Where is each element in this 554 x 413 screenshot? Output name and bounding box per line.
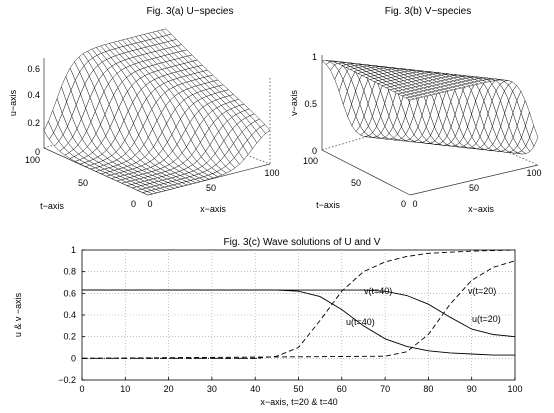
y-tick-label: 1 — [71, 245, 76, 255]
panel-b-zlabel: v−axis — [289, 90, 299, 116]
panel-a-xtick-0: 0 — [147, 199, 152, 209]
panel-b-ttick-1: 50 — [351, 178, 361, 188]
panel-a-ttick-1: 50 — [78, 178, 88, 188]
x-tick-label: 30 — [207, 384, 217, 394]
series-line-u-t-20- — [82, 289, 516, 338]
series-line-v-t-40- — [82, 249, 516, 359]
x-tick-label: 100 — [507, 384, 522, 394]
y-tick-label: 0.6 — [63, 288, 76, 298]
panel-b-xlabel: x−axis — [468, 204, 494, 214]
panel-b-xtick-2: 100 — [526, 168, 541, 178]
panel-a-ttick-0: 100 — [25, 155, 40, 165]
panel-a-zlabel: u−axis — [8, 89, 18, 116]
panel-c-ylabel: u & v −axis — [13, 292, 23, 337]
panel-b-ztick-0: 0 — [312, 146, 317, 156]
panel-a-ztick-0: 0 — [35, 147, 40, 157]
y-tick-label: 0 — [71, 353, 76, 363]
panel-a-ylabel: t−axis — [40, 201, 64, 211]
panel-b-title: Fig. 3(b) V−species — [385, 6, 471, 17]
panel-a-ztick-1: 0.2 — [27, 118, 40, 128]
panel-b: Fig. 3(b) V−species 0 0.5 1 v−axis 100 5… — [289, 6, 542, 214]
panel-a-ztick-3: 0.6 — [27, 64, 40, 74]
y-tick-label: 0.2 — [63, 332, 76, 342]
panel-a-xlabel: x−axis — [200, 204, 226, 214]
y-tick-label: 0.4 — [63, 310, 76, 320]
panel-b-ylabel: t−axis — [316, 200, 340, 210]
x-tick-label: 80 — [423, 384, 433, 394]
mesh-cell — [260, 124, 271, 134]
panel-a-xtick-1: 50 — [206, 183, 216, 193]
panel-a: Fig. 3(a) U−species 0 0.2 0.4 0.6 u−axis… — [8, 6, 280, 214]
x-tick-label: 0 — [79, 384, 84, 394]
panel-b-xtick-1: 50 — [469, 183, 479, 193]
panel-c: Fig. 3(c) Wave solutions of U and V 0 10 2… — [13, 237, 523, 407]
annotation-v-t20: v(t=20) — [468, 286, 496, 296]
panel-b-x-axis-line — [409, 164, 539, 196]
x-tick-label: 40 — [250, 384, 260, 394]
panel-b-surface — [321, 60, 539, 155]
y-tick-label: −0.2 — [58, 375, 76, 385]
panel-b-xtick-0: 0 — [412, 199, 417, 209]
x-tick-label: 10 — [120, 384, 130, 394]
x-tick-label: 70 — [380, 384, 390, 394]
annotation-v-t40: v(t=40) — [364, 286, 392, 296]
y-tick-label: 0.8 — [63, 267, 76, 277]
panel-b-ztick-1: 0.5 — [304, 99, 317, 109]
panel-a-xtick-2: 100 — [264, 168, 279, 178]
panel-c-title: Fig. 3(c) Wave solutions of U and V — [224, 237, 381, 248]
series-line-v-t-20- — [81, 260, 516, 359]
panel-c-ticks: 0 10 20 30 40 50 60 70 80 90 100−0.200.20.40.60.81 — [58, 245, 522, 394]
annotation-u-t20: u(t=20) — [472, 314, 501, 324]
panel-a-ttick-2: 0 — [131, 199, 136, 209]
x-tick-label: 20 — [164, 384, 174, 394]
annotation-u-t40: u(t=40) — [346, 317, 375, 327]
panel-b-ttick-0: 100 — [303, 156, 318, 166]
x-tick-label: 60 — [337, 384, 347, 394]
panel-a-ztick-2: 0.4 — [27, 90, 40, 100]
panel-b-ztick-2: 1 — [312, 52, 317, 62]
panel-c-xlabel: x−axis, t=20 & t=40 — [260, 397, 337, 407]
mesh-cell — [529, 124, 539, 147]
panel-a-surface — [43, 28, 271, 196]
x-tick-label: 50 — [293, 384, 303, 394]
panel-c-series — [81, 249, 516, 359]
panel-a-title: Fig. 3(a) U−species — [147, 6, 234, 17]
x-tick-label: 90 — [467, 384, 477, 394]
panel-b-ttick-2: 0 — [401, 199, 406, 209]
